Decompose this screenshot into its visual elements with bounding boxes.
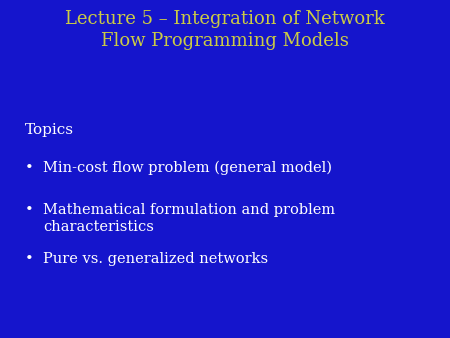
Text: •: • [25, 252, 33, 266]
Text: Pure vs. generalized networks: Pure vs. generalized networks [43, 252, 268, 266]
Text: •: • [25, 161, 33, 174]
Text: Mathematical formulation and problem
characteristics: Mathematical formulation and problem cha… [43, 203, 335, 234]
Text: •: • [25, 203, 33, 217]
Text: Lecture 5 – Integration of Network
Flow Programming Models: Lecture 5 – Integration of Network Flow … [65, 10, 385, 50]
Text: Min-cost flow problem (general model): Min-cost flow problem (general model) [43, 161, 332, 175]
Text: Topics: Topics [25, 123, 74, 137]
